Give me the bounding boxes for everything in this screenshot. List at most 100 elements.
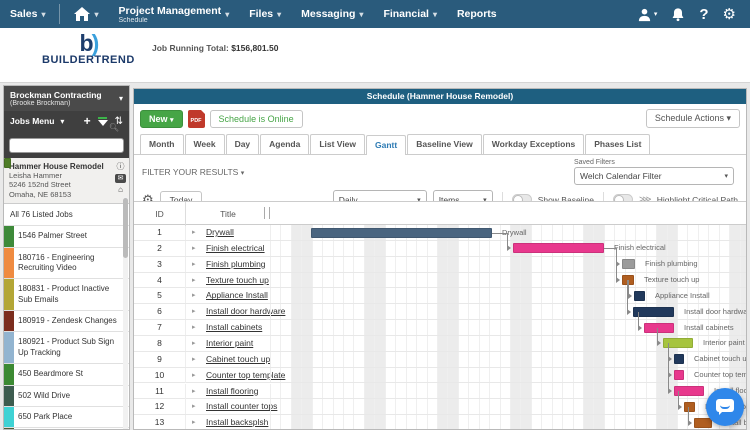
tab-gantt[interactable]: Gantt (366, 135, 407, 155)
gantt-bar[interactable] (311, 227, 492, 238)
weekend-column (448, 212, 459, 429)
task-title-link[interactable]: Install backsplsh (206, 417, 269, 428)
info-icon[interactable]: ⓘ (116, 162, 125, 171)
chat-messenger-button[interactable] (706, 388, 744, 426)
expand-arrow-icon[interactable]: ▸ (192, 339, 196, 347)
task-title-link[interactable]: Install flooring (206, 385, 259, 396)
gantt-bar[interactable] (694, 417, 712, 428)
tab-month[interactable]: Month (140, 134, 184, 154)
nav-item-messaging[interactable]: Messaging ▾ (291, 0, 373, 28)
expand-arrow-icon[interactable]: ▸ (192, 371, 196, 379)
job-list-item[interactable]: 502 Wild Drive (4, 385, 129, 408)
expand-arrow-icon[interactable]: ▸ (192, 324, 196, 332)
help-icon[interactable]: ? (699, 5, 709, 23)
tab-list-view[interactable]: List View (310, 134, 366, 154)
settings-gear-icon[interactable]: ⚙ (722, 5, 736, 23)
day-column (459, 212, 470, 429)
user-menu-icon[interactable]: ▾ (637, 7, 657, 22)
gantt-bar[interactable] (674, 370, 684, 381)
task-title-link[interactable]: Install cabinets (206, 322, 263, 333)
gantt-bar[interactable] (663, 338, 693, 349)
nav-item-reports[interactable]: Reports (447, 0, 507, 28)
new-button[interactable]: New ▾ (140, 109, 183, 128)
expand-arrow-icon[interactable]: ▸ (192, 419, 196, 427)
tab-phases-list[interactable]: Phases List (585, 134, 651, 154)
sort-icon[interactable]: ⇅ (114, 115, 123, 127)
add-job-button[interactable]: + (83, 114, 91, 128)
schedule-online-button[interactable]: Schedule is Online (209, 109, 303, 128)
filter-funnel-icon[interactable] (97, 116, 108, 126)
gantt-bar[interactable] (633, 306, 674, 317)
nav-item-home[interactable]: ▾ (64, 0, 108, 28)
filter-results-toggle[interactable]: FILTER YOUR RESULTS ▾ (142, 167, 245, 177)
home-icon[interactable]: ⌂ (118, 185, 123, 194)
task-title-link[interactable]: Texture touch up (206, 274, 269, 285)
nav-item-sales[interactable]: Sales ▾ (0, 0, 55, 28)
expand-arrow-icon[interactable]: ▸ (192, 292, 196, 300)
gantt-bar[interactable] (634, 290, 645, 301)
expand-arrow-icon[interactable]: ▸ (192, 229, 196, 236)
schedule-actions-button[interactable]: Schedule Actions ▾ (645, 109, 740, 128)
sidebar-scrollbar[interactable] (123, 196, 128, 429)
task-title-link[interactable]: Interior paint (206, 337, 254, 348)
task-title-link[interactable]: Appliance Install (206, 290, 268, 301)
task-id: 1 (134, 225, 186, 240)
job-list-item[interactable]: 180716 - Engineering Recruiting Video (4, 247, 129, 280)
all-jobs-link[interactable]: All 76 Listed Jobs (4, 204, 129, 227)
gantt-bar[interactable] (644, 322, 674, 333)
tab-workday-exceptions[interactable]: Workday Exceptions (482, 134, 585, 154)
jobs-menu-label[interactable]: Jobs Menu (10, 116, 55, 126)
notifications-bell-icon[interactable] (671, 7, 685, 22)
job-list-item[interactable]: 180919 - Zendesk Changes (4, 311, 129, 333)
expand-arrow-icon[interactable]: ▸ (192, 276, 196, 284)
dependency-line (668, 359, 669, 376)
company-name: Brockman Contracting (10, 90, 102, 100)
pdf-export-icon[interactable]: PDF (187, 109, 205, 128)
expand-arrow-icon[interactable]: ▸ (192, 244, 196, 252)
task-title-link[interactable]: Cabinet touch up (206, 353, 271, 364)
job-list-item[interactable]: 1546 Palmer Street (4, 226, 129, 248)
buildertrend-logo[interactable]: b) BUILDERTREND (42, 32, 135, 67)
gantt-bar[interactable] (622, 259, 635, 270)
tab-day[interactable]: Day (225, 134, 260, 154)
expand-arrow-icon[interactable]: ▸ (192, 308, 196, 316)
job-list-item[interactable]: 180831 - Product Inactive Sub Emails (4, 279, 129, 312)
dependency-line (616, 248, 617, 281)
task-title-link[interactable]: Finish plumbing (206, 258, 266, 269)
job-list-item[interactable]: 650 Park Place (4, 407, 129, 429)
gantt-settings-gear-icon[interactable]: ⚙ (142, 192, 154, 207)
gantt-bar[interactable] (674, 386, 704, 396)
weekend-column (594, 212, 605, 429)
expand-arrow-icon[interactable]: ▸ (192, 355, 196, 363)
chevron-down-icon[interactable]: ▾ (60, 116, 65, 126)
column-resize-grip[interactable] (264, 207, 270, 219)
job-list-item[interactable]: 450 Beardmore St (4, 364, 129, 386)
gantt-bar[interactable] (513, 243, 604, 254)
saved-filters-select[interactable]: Welch Calendar Filter ▾ (574, 167, 734, 185)
task-title-link[interactable]: Finish electrical (206, 242, 265, 253)
weekend-column (521, 212, 532, 429)
task-title-link[interactable]: Install door hardware (206, 306, 286, 317)
gantt-bar[interactable] (684, 401, 695, 412)
expand-arrow-icon[interactable]: ▸ (192, 387, 196, 395)
task-title-link[interactable]: Counter top template (206, 369, 286, 380)
task-title-link[interactable]: Drywall (206, 227, 234, 237)
nav-item-files[interactable]: Files ▾ (239, 0, 291, 28)
nav-item-project-management[interactable]: Project Management Schedule ▾ (108, 0, 239, 28)
gantt-bar[interactable] (674, 354, 684, 365)
selected-job-card[interactable]: Hammer House Remodel Leisha Hammer 5246 … (4, 158, 129, 205)
table-row: 9 ▸ Cabinet touch up (134, 351, 746, 368)
nav-item-financial[interactable]: Financial ▾ (373, 0, 447, 28)
company-selector[interactable]: Brockman Contracting (Brooke Brockman) ▾ (4, 86, 129, 111)
tab-baseline-view[interactable]: Baseline View (407, 134, 482, 154)
job-search-input[interactable] (9, 138, 124, 153)
tab-agenda[interactable]: Agenda (260, 134, 310, 154)
task-title-link[interactable]: Install counter tops (206, 401, 278, 412)
message-icon[interactable]: ✉ (115, 174, 126, 183)
expand-arrow-icon[interactable]: ▸ (192, 260, 196, 268)
job-list-item[interactable]: 180921 - Product Sub Sign Up Tracking (4, 332, 129, 365)
tab-week[interactable]: Week (184, 134, 225, 154)
job-list-item[interactable]: Adrian Remodel (4, 428, 129, 429)
day-column (542, 212, 553, 429)
expand-arrow-icon[interactable]: ▸ (192, 403, 196, 411)
